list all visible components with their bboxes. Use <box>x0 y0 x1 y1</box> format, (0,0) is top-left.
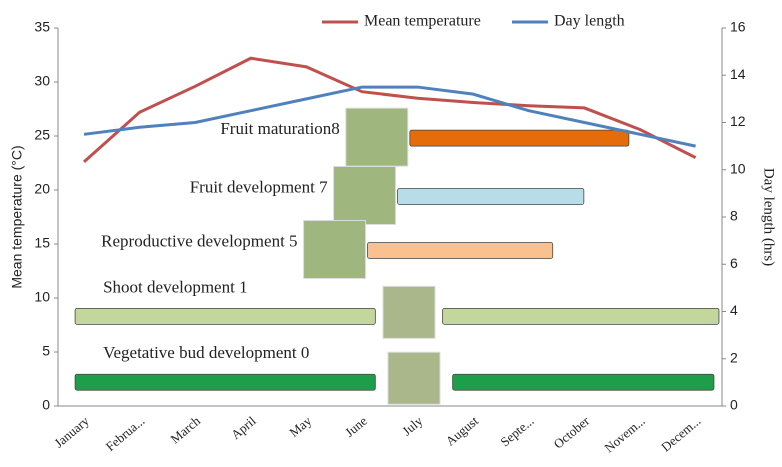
x-tick-label: August <box>443 413 482 449</box>
y2-tick-label: 12 <box>730 113 746 129</box>
x-tick-label: October <box>551 413 593 452</box>
phase-label: Fruit development 7 <box>190 177 328 196</box>
x-tick-label: Decem... <box>658 413 703 454</box>
x-tick-label: March <box>167 413 203 447</box>
x-tick-label: January <box>51 413 92 451</box>
y-tick-label: 25 <box>34 127 50 143</box>
phase-bar <box>74 307 376 325</box>
photo <box>382 285 436 339</box>
phase-bar <box>442 307 720 325</box>
x-tick-label: Februa... <box>103 413 148 454</box>
x-tick-label: April <box>228 413 259 442</box>
phase-label: Fruit maturation8 <box>220 119 339 138</box>
line <box>83 56 697 164</box>
y-tick-label: 20 <box>34 181 50 197</box>
y2-tick-label: 4 <box>730 302 738 318</box>
x-tick-label: Novem... <box>601 413 647 455</box>
photo <box>333 165 397 225</box>
y-tick-label: 30 <box>34 73 50 89</box>
x-tick-label: May <box>286 413 314 440</box>
phase-bar <box>74 373 376 391</box>
y-tick-label: 15 <box>34 235 50 251</box>
phase-label: Reproductive development 5 <box>101 231 297 250</box>
phase-label: Shoot development 1 <box>103 277 247 296</box>
y-tick-label: 10 <box>34 289 50 305</box>
legend-label: Day length <box>554 13 625 30</box>
line <box>83 85 696 148</box>
y2-axis-label: Day length (hrs) <box>761 168 777 266</box>
y2-tick-label: 6 <box>730 255 738 271</box>
y2-tick-label: 14 <box>730 66 746 82</box>
photo <box>303 219 367 279</box>
y-tick-label: 0 <box>42 397 50 413</box>
y-axis-label: Mean temperature (°C) <box>9 145 25 288</box>
y2-tick-label: 10 <box>730 160 746 176</box>
x-tick-label: July <box>399 413 426 439</box>
phase-bar <box>397 188 585 205</box>
y2-tick-label: 2 <box>730 349 738 365</box>
photo <box>345 107 409 167</box>
photo <box>387 351 441 405</box>
x-tick-label: Septe... <box>497 413 536 449</box>
y2-tick-label: 8 <box>730 208 738 224</box>
phase-bar <box>452 373 715 391</box>
phase-bar <box>367 242 554 259</box>
y-tick-label: 5 <box>42 343 50 359</box>
y2-tick-label: 0 <box>730 397 738 413</box>
phase-label: Vegetative bud development 0 <box>103 343 309 362</box>
legend-label: Mean temperature <box>364 13 481 30</box>
y-tick-label: 35 <box>34 19 50 35</box>
x-tick-label: June <box>342 413 370 440</box>
y2-tick-label: 16 <box>730 19 746 35</box>
phase-bar <box>409 129 630 147</box>
